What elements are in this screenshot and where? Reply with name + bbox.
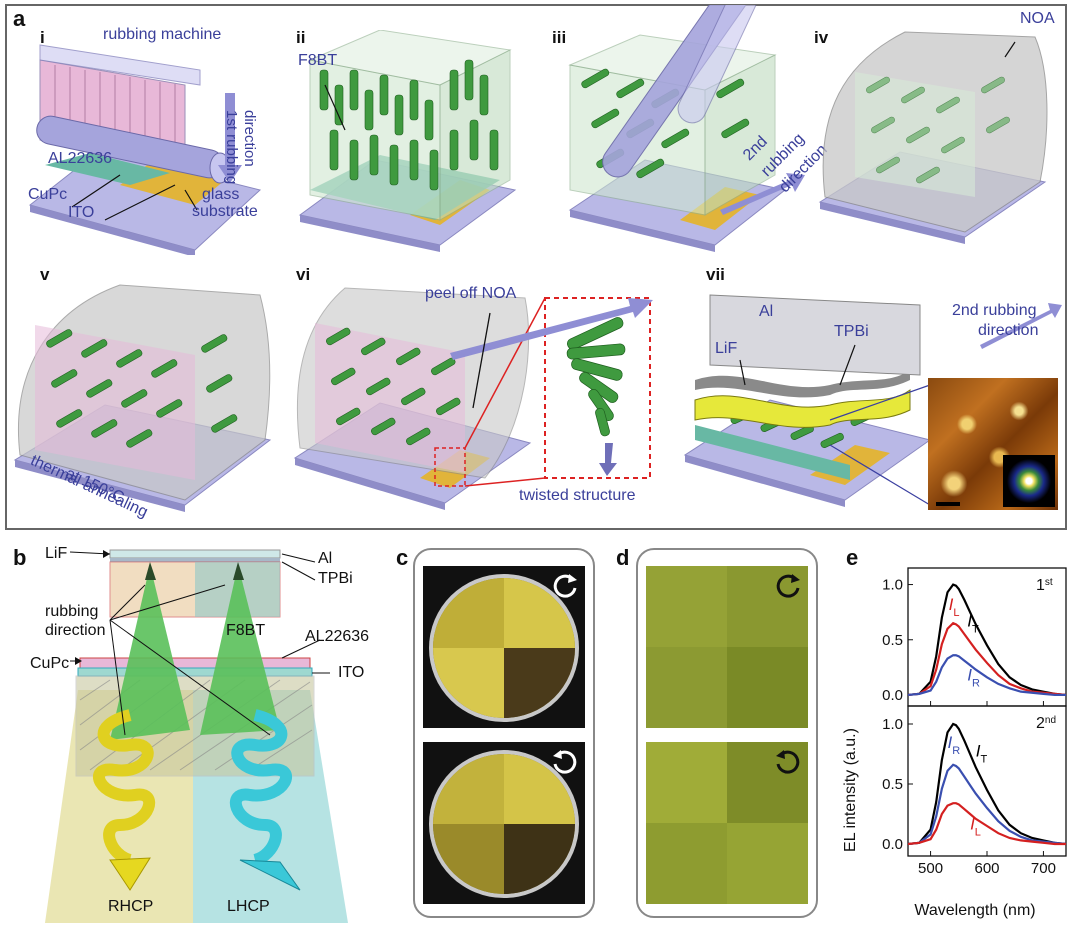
substrate-label: substrate <box>192 203 258 220</box>
ito-label-i: ITO <box>68 204 95 221</box>
al-label-b: Al <box>318 550 333 567</box>
al22636-label-i: AL22636 <box>48 150 113 167</box>
circular-arrow-icon-c-bottom <box>553 750 577 774</box>
cupc-label-b: CuPc <box>30 655 70 672</box>
first-rubbing-label-1: 1st rubbing <box>223 110 240 185</box>
rubbing-label-b-1: rubbing <box>45 603 99 620</box>
tpbi-label-b: TPBi <box>318 570 353 587</box>
step-v-illustration <box>13 284 272 512</box>
step-iv-illustration <box>818 31 1048 244</box>
tpbi-label-vii: TPBi <box>834 323 869 340</box>
panel-b-illustration <box>45 549 348 923</box>
y-tick-label: 0.0 <box>882 687 903 704</box>
photo-d-bottom <box>646 742 808 904</box>
chart-tag: 1st <box>1036 577 1053 595</box>
twisted-structure-label: twisted structure <box>519 487 636 504</box>
ito-label-b: ITO <box>338 664 365 681</box>
series-line-IR <box>907 654 1066 697</box>
photo-c-bottom <box>423 742 585 904</box>
panel-b-letter: b <box>13 545 27 570</box>
series-line-IL <box>907 802 1066 846</box>
fft-inset <box>1003 455 1055 507</box>
step-ii-illustration <box>298 30 517 252</box>
step-vi-illustration <box>293 287 653 510</box>
lhcp-label: LHCP <box>227 898 270 915</box>
glass-label: glass <box>202 186 240 203</box>
y-tick-label: 1.0 <box>882 716 903 733</box>
panel-e-letter: e <box>846 545 859 570</box>
circular-arrow-icon-c-top <box>553 574 577 598</box>
series-label-IL: IL <box>949 595 960 619</box>
peel-off-noa-label: peel off NOA <box>425 285 517 302</box>
step-vii-label: vii <box>706 265 725 284</box>
series-label-IL: IL <box>970 815 981 839</box>
chart-tag: 2nd <box>1036 715 1056 733</box>
step-vii-illustration <box>683 294 1062 507</box>
circular-arrow-icon-d-bottom <box>776 750 800 774</box>
step-vi-label: vi <box>296 265 311 284</box>
rhcp-label: RHCP <box>108 898 154 915</box>
panel-e-chart: 0.0 0.5 1.0 IT IL IR 1st 0.0 0.5 1.0 500 600 700 IT I… <box>842 567 1067 919</box>
series-label-IT: IT <box>967 612 979 636</box>
photo-d-top <box>646 566 808 728</box>
second-rubbing-vii-label-2: direction <box>978 322 1039 339</box>
x-tick-label: 600 <box>974 860 999 877</box>
y-axis-label: EL intensity (a.u.) <box>842 728 859 852</box>
step-iii-illustration <box>568 5 805 252</box>
step-v-label: v <box>40 265 50 284</box>
cupc-label-i: CuPc <box>28 186 68 203</box>
afm-image <box>928 378 1058 510</box>
x-tick-label: 700 <box>1031 860 1056 877</box>
second-rubbing-vii-label-1: 2nd rubbing <box>952 302 1037 319</box>
y-tick-label: 0.5 <box>882 632 903 649</box>
rubbing-machine-label: rubbing machine <box>103 26 222 43</box>
step-i-label: i <box>40 28 45 47</box>
series-label-IT: IT <box>976 741 988 765</box>
series-line-IT <box>907 583 1067 697</box>
noa-label-iv: NOA <box>1020 10 1055 27</box>
f8bt-label-b: F8BT <box>226 622 266 639</box>
x-tick-label: 500 <box>918 860 943 877</box>
scale-bar <box>936 502 960 506</box>
step-iv-label: iv <box>814 28 829 47</box>
f8bt-label-ii: F8BT <box>298 52 338 69</box>
x-axis-label: Wavelength (nm) <box>914 902 1035 919</box>
circular-arrow-icon-d-top <box>776 574 800 598</box>
step-iii-label: iii <box>552 28 567 47</box>
chart-bottom: 0.0 0.5 1.0 500 600 700 IT IR IL 2nd <box>882 705 1067 877</box>
step-ii-label: ii <box>296 28 306 47</box>
panel-a-frame <box>5 4 1067 530</box>
series-line-IT <box>907 722 1067 846</box>
rubbing-label-b-2: direction <box>45 622 106 639</box>
photo-c-top <box>423 566 585 728</box>
panel-a-letter: a <box>13 6 26 31</box>
y-tick-label: 0.0 <box>882 836 903 853</box>
lif-label-vii: LiF <box>715 340 738 357</box>
al22636-label-b: AL22636 <box>305 628 370 645</box>
y-tick-label: 1.0 <box>882 577 903 594</box>
step-i-illustration <box>28 44 262 255</box>
al-label-vii: Al <box>759 303 774 320</box>
first-rubbing-label-2: direction <box>241 110 258 167</box>
series-line-IL <box>907 621 1067 697</box>
panel-c-letter: c <box>396 545 409 570</box>
panel-d-letter: d <box>616 545 630 570</box>
lif-label-b: LiF <box>45 545 68 562</box>
series-label-IR: IR <box>948 733 961 757</box>
y-tick-label: 0.5 <box>882 776 903 793</box>
series-line-IR <box>907 763 1067 846</box>
